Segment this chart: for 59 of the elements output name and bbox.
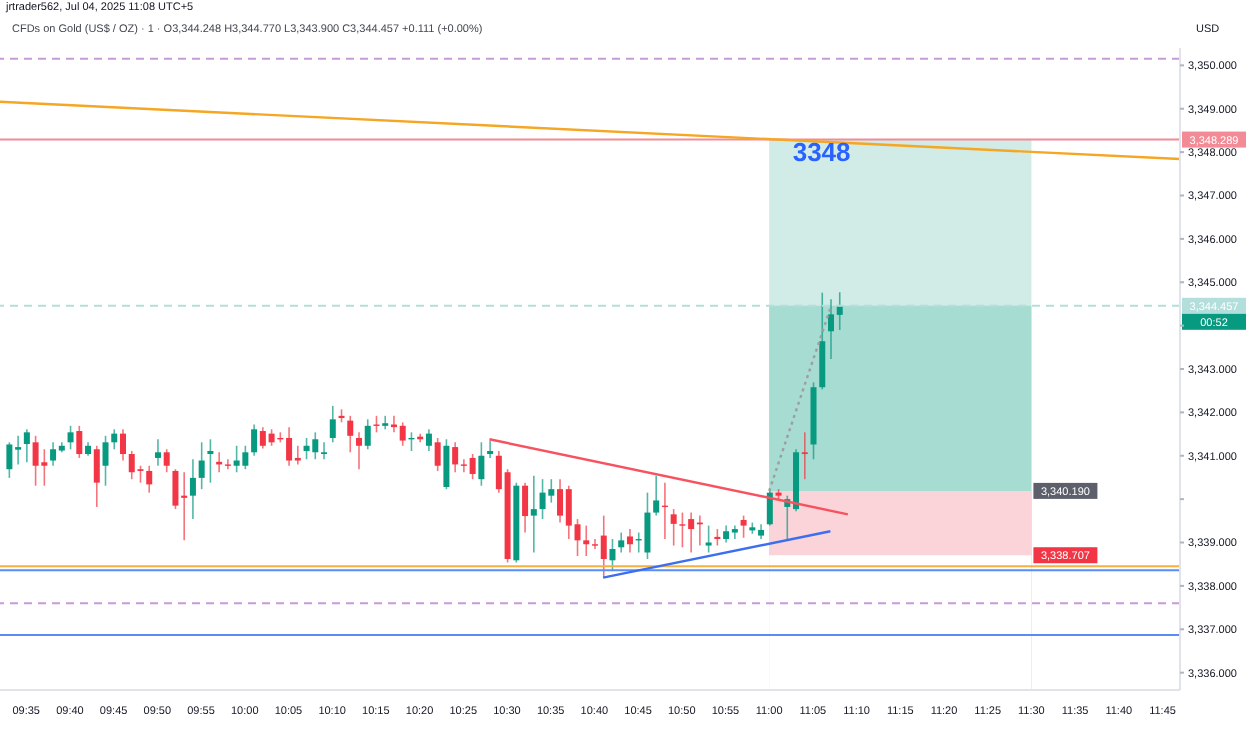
candlestick	[189, 458, 196, 520]
annotation: 3348	[792, 137, 851, 168]
candlestick	[23, 428, 30, 464]
candlestick	[294, 444, 301, 466]
candlestick	[487, 439, 494, 459]
candlestick	[251, 423, 258, 457]
candlestick	[670, 508, 677, 547]
candlestick	[443, 438, 450, 490]
candlestick	[618, 531, 625, 554]
candlestick	[522, 481, 529, 534]
candlestick	[609, 538, 616, 572]
candlestick	[583, 524, 590, 557]
candlestick	[382, 415, 389, 431]
candlestick	[425, 428, 432, 452]
candlestick	[452, 441, 459, 474]
candlestick	[819, 291, 826, 391]
candlestick	[653, 474, 660, 517]
candlestick	[233, 444, 240, 474]
candlestick	[705, 524, 712, 554]
candlestick	[32, 435, 39, 487]
candlestick	[41, 448, 48, 487]
candlestick	[224, 458, 231, 470]
candlestick	[600, 514, 607, 579]
candlestick	[76, 425, 83, 459]
candlestick	[207, 438, 214, 484]
candlestick	[303, 437, 310, 461]
candlestick	[557, 478, 564, 524]
candlestick	[242, 444, 249, 470]
candlestick	[478, 441, 485, 487]
candlestick	[111, 428, 118, 451]
candlestick	[146, 464, 153, 494]
candlestick	[128, 450, 135, 480]
candlestick	[163, 448, 170, 474]
candlestick	[312, 431, 319, 461]
candlestick	[93, 444, 100, 508]
candlestick	[679, 511, 686, 549]
candlestick	[198, 441, 205, 490]
candlestick	[172, 468, 179, 510]
candlestick	[548, 478, 555, 504]
candlestick	[469, 453, 476, 480]
candlestick	[626, 528, 633, 554]
candlestick	[740, 514, 747, 539]
candlestick	[50, 441, 57, 467]
candlestick	[347, 415, 354, 454]
candlestick	[321, 441, 328, 461]
candlestick	[364, 418, 371, 451]
candlestick	[120, 428, 126, 462]
candlestick	[644, 491, 651, 560]
candlestick	[67, 425, 74, 451]
candlestick	[801, 431, 808, 480]
candlestick	[356, 431, 362, 470]
candlestick	[399, 421, 406, 447]
candlestick	[539, 478, 546, 520]
candlestick	[329, 405, 336, 444]
candlestick	[530, 474, 537, 554]
candlestick	[6, 441, 13, 479]
candlestick	[154, 438, 161, 467]
candlestick	[102, 435, 109, 487]
candlestick	[434, 437, 441, 472]
